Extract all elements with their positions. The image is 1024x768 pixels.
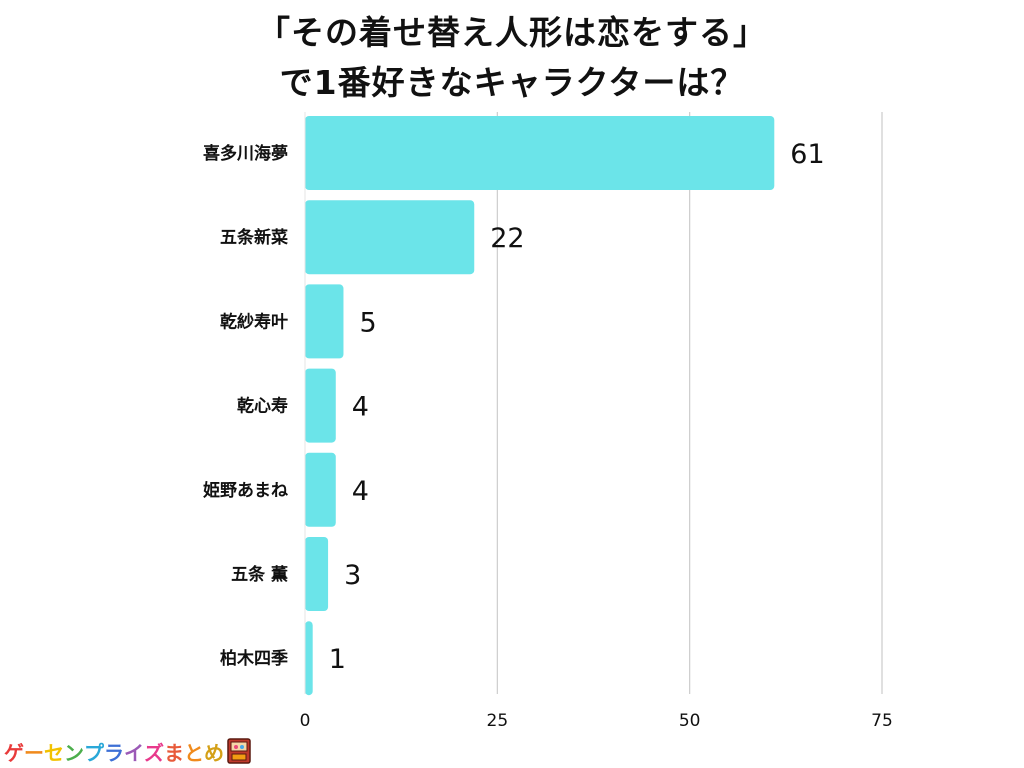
category-label: 姫野あまね xyxy=(203,480,288,501)
x-tick-label: 0 xyxy=(300,711,311,731)
chart-title-line-2: で1番好きなキャラクターは？ xyxy=(279,63,745,102)
bar-chart: 0 25 50 75 喜多川海夢 61 五条新菜 22 乾紗寿叶 5 乾心寿 4 姫野あまね 4 五条 薫 3… xyxy=(203,112,893,731)
bar-1 xyxy=(305,116,775,190)
bar-7 xyxy=(305,621,313,696)
category-label: 乾心寿 xyxy=(237,396,288,417)
category-label: 乾紗寿叶 xyxy=(220,311,288,332)
value-label: 4 xyxy=(352,476,369,507)
chart-title: 「その着せ替え人形は恋をする」 で1番好きなキャラクターは？ xyxy=(0,8,1024,108)
value-label: 22 xyxy=(490,223,524,254)
bar-6 xyxy=(305,537,329,611)
value-label: 61 xyxy=(790,139,824,170)
prize-box-icon xyxy=(227,738,251,764)
x-tick-label: 25 xyxy=(487,711,509,731)
value-label: 5 xyxy=(359,307,376,338)
chart-title-line-1: 「その着せ替え人形は恋をする」 xyxy=(257,13,767,52)
value-label: 1 xyxy=(329,644,346,675)
category-label: 五条 薫 xyxy=(231,564,288,585)
category-label: 五条新菜 xyxy=(220,227,289,248)
bar-4 xyxy=(305,368,336,443)
x-tick-label: 75 xyxy=(871,711,893,731)
bar-3 xyxy=(305,284,344,359)
value-label: 3 xyxy=(344,560,361,591)
x-tick-label: 50 xyxy=(679,711,701,731)
value-label: 4 xyxy=(352,392,369,423)
category-label: 喜多川海夢 xyxy=(203,143,288,164)
bar-5 xyxy=(305,452,336,527)
brand-logo[interactable]: ゲーセンプライズまとめ xyxy=(4,736,251,766)
category-label: 柏木四季 xyxy=(220,648,288,669)
bar-2 xyxy=(305,200,475,275)
brand-text: ゲーセンプライズまとめ xyxy=(4,740,224,765)
